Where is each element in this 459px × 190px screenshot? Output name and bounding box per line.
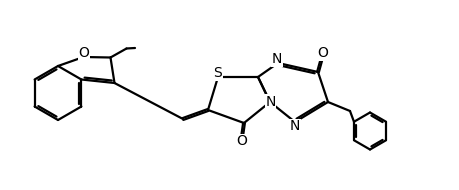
- Text: O: O: [317, 46, 328, 60]
- Text: N: N: [289, 119, 300, 133]
- Text: N: N: [271, 52, 281, 66]
- Text: O: O: [236, 134, 247, 148]
- Text: N: N: [265, 95, 275, 109]
- Text: O: O: [78, 46, 89, 60]
- Text: S: S: [213, 66, 221, 80]
